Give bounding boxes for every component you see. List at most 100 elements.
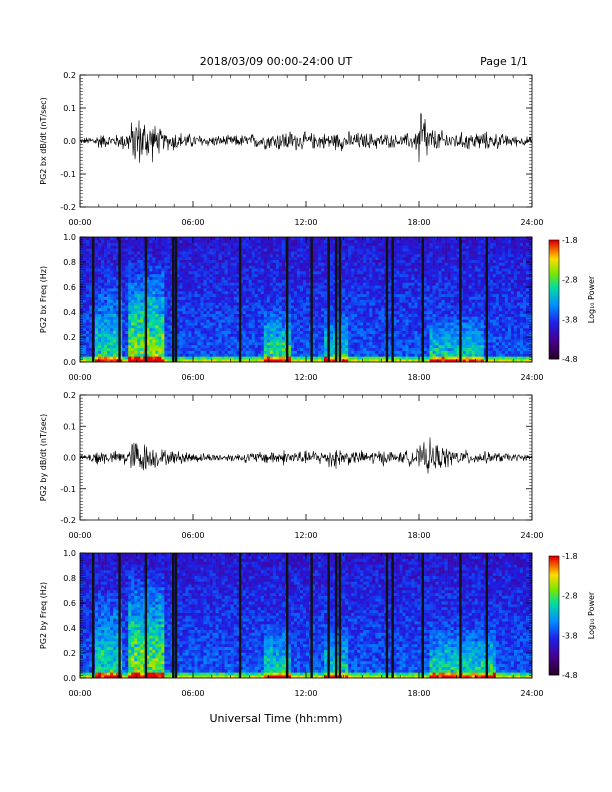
spectrogram-cell	[375, 336, 379, 340]
spectrogram-cell	[158, 282, 162, 286]
spectrogram-cell	[387, 288, 391, 292]
spectrogram-cell	[218, 273, 222, 278]
spectrogram-cell	[321, 319, 325, 323]
spectrogram-cell	[134, 237, 138, 241]
spectrogram-cell	[89, 271, 93, 275]
spectrogram-cell	[393, 296, 397, 300]
spectrogram-cell	[182, 268, 186, 272]
spectrogram-cell	[321, 290, 325, 295]
spectrogram-cell	[299, 245, 304, 249]
spectrogram-cell	[137, 353, 141, 357]
spectrogram-cell	[281, 313, 286, 317]
spectrogram-cell	[167, 290, 171, 295]
spectrogram-cell	[293, 254, 298, 258]
spectrogram-cell	[164, 276, 168, 280]
spectrogram-cell	[396, 273, 400, 278]
spectrogram-cell	[188, 245, 192, 249]
spectrogram-cell	[227, 296, 231, 300]
spectrogram-cell	[239, 356, 244, 360]
spectrogram-cell	[149, 290, 153, 295]
spectrogram-cell	[125, 290, 129, 295]
spectrogram-cell	[155, 239, 159, 243]
spectrogram-cell	[203, 276, 207, 280]
spectrogram-cell	[83, 245, 87, 249]
spectrogram-cell	[137, 271, 141, 275]
spectrogram-cell	[221, 239, 225, 243]
spectrogram-cell	[387, 350, 391, 354]
spectrogram-cell	[378, 308, 382, 312]
spectrogram-cell	[296, 282, 301, 286]
spectrogram-cell	[372, 279, 376, 283]
spectrogram-cell	[152, 347, 156, 351]
spectrogram-cell	[137, 242, 141, 246]
spectrogram-cell	[113, 339, 117, 343]
spectrogram-cell	[369, 248, 373, 252]
spectrogram-cell	[251, 359, 256, 363]
spectrogram-cell	[149, 245, 153, 249]
spectrogram-cell	[113, 285, 117, 289]
spectrogram-cell	[221, 296, 225, 300]
spectrogram-cell	[275, 262, 280, 266]
spectrogram-cell	[206, 333, 210, 337]
spectrogram-cell	[80, 256, 84, 261]
spectrogram-cell	[405, 322, 409, 326]
spectrogram-cell	[215, 299, 219, 303]
spectrogram-cell	[200, 251, 204, 255]
spectrogram-cell	[293, 327, 298, 332]
spectrogram-cell	[200, 245, 204, 249]
spectrogram-cell	[324, 336, 328, 340]
spectrogram-cell	[95, 339, 99, 343]
spectrogram-cell	[104, 290, 108, 295]
spectrogram-cell	[191, 299, 195, 303]
spectrogram-cell	[167, 319, 171, 323]
spectrogram-cell	[86, 239, 90, 243]
spectrogram-cell	[312, 273, 316, 278]
spectrogram-cell	[369, 262, 373, 266]
spectrogram-cell	[188, 239, 192, 243]
spectrogram-cell	[366, 251, 370, 255]
spectrogram-cell	[137, 305, 141, 309]
spectrogram-cell	[146, 251, 150, 255]
spectrogram-cell	[107, 239, 111, 243]
spectrogram-cell	[218, 254, 222, 258]
spectrogram-cell	[254, 327, 259, 332]
spectrogram-cell	[155, 336, 159, 340]
spectrogram-cell	[218, 313, 222, 317]
spectrogram-cell	[245, 330, 250, 334]
spectrogram-cell	[164, 285, 168, 289]
spectrogram-cell	[257, 316, 262, 320]
spectrogram-cell	[188, 254, 192, 258]
spectrogram-cell	[302, 237, 307, 241]
spectrogram-cell	[257, 268, 262, 272]
spectrogram-cell	[378, 248, 382, 252]
spectrogram-cell	[146, 316, 150, 320]
spectrogram-cell	[351, 308, 355, 312]
spectrogram-cell	[218, 342, 222, 346]
spectrogram-cell	[113, 310, 117, 314]
spectrogram-cell	[128, 248, 132, 252]
spectrogram-cell	[194, 290, 198, 295]
spectrogram-cell	[236, 248, 240, 252]
spectrogram-cell	[215, 237, 219, 241]
spectrogram-cell	[342, 308, 346, 312]
spectrogram-cell	[182, 342, 186, 346]
spectrogram-cell	[224, 242, 228, 246]
spectrogram-cell	[107, 273, 111, 278]
spectrogram-cell	[212, 325, 216, 329]
spectrogram-cell	[372, 350, 376, 354]
spectrogram-cell	[104, 293, 108, 297]
spectrogram-cell	[230, 265, 234, 269]
spectrogram-cell	[242, 282, 247, 286]
spectrogram-cell	[278, 342, 283, 346]
spectrogram-cell	[164, 296, 168, 300]
spectrogram-cell	[381, 290, 385, 295]
spectrogram-cell	[179, 245, 183, 249]
spectrogram-cell	[293, 302, 298, 306]
spectrogram-cell	[158, 330, 162, 334]
spectrogram-cell	[357, 290, 361, 295]
spectrogram-cell	[185, 342, 189, 346]
spectrogram-cell	[363, 242, 367, 246]
spectrogram-cell	[251, 276, 256, 280]
spectrogram-cell	[245, 299, 250, 303]
spectrogram-cell	[296, 350, 301, 354]
